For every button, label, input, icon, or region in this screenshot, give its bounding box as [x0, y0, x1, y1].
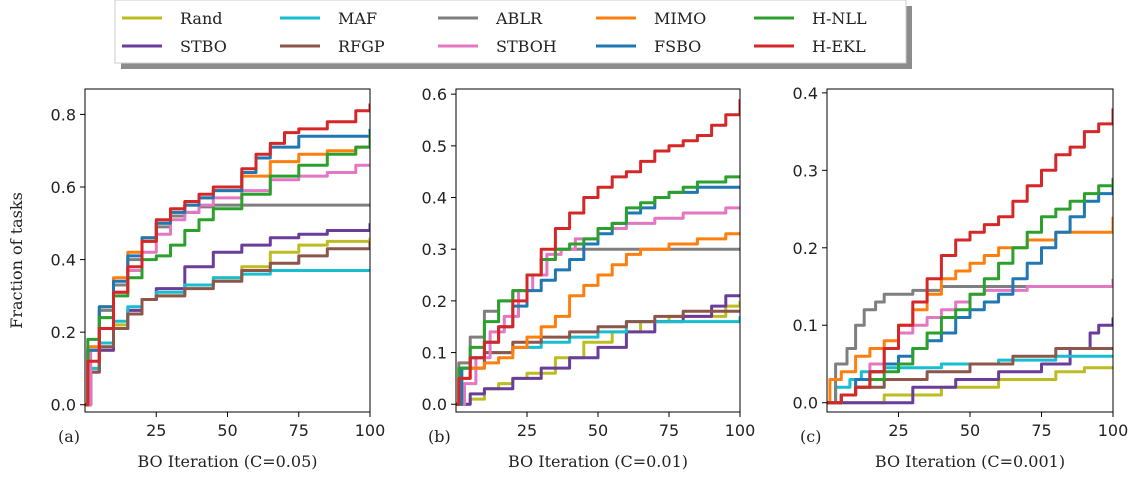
y-tick-label: 0.3 — [422, 240, 447, 259]
legend-item-stboh: STBOH — [438, 37, 557, 56]
legend-label: FSBO — [654, 37, 701, 56]
x-axis-label: BO Iteration (C=0.001) — [875, 452, 1065, 471]
y-tick-label: 0.4 — [422, 189, 447, 208]
legend-label: ABLR — [495, 9, 543, 28]
series-line-stbo — [827, 317, 1113, 405]
panel-tag: (b) — [428, 427, 451, 446]
legend-label: H-NLL — [812, 9, 867, 28]
x-tick-label: 75 — [289, 421, 309, 440]
x-tick-label: 75 — [1031, 421, 1051, 440]
series-line-stbo — [456, 294, 740, 406]
legend-label: STBOH — [496, 37, 557, 56]
legend-label: STBO — [180, 37, 227, 56]
y-tick-label: 0.1 — [422, 344, 447, 363]
legend-label: Rand — [180, 9, 223, 28]
y-axis-label: Fraction of tasks — [7, 192, 26, 329]
x-axis-label: BO Iteration (C=0.01) — [508, 452, 688, 471]
legend-label: H-EKL — [812, 37, 866, 56]
y-tick-label: 0.2 — [51, 323, 76, 342]
x-tick-label: 25 — [146, 421, 166, 440]
x-axis-label: BO Iteration (C=0.05) — [138, 452, 318, 471]
panel-c: 25 50 75 100 0.0 0.1 0.2 0.3 0.4 BO Iteration (C=… — [793, 84, 1129, 471]
legend-item-ablr: ABLR — [438, 9, 543, 28]
y-tick-label: 0.5 — [422, 137, 447, 156]
legend: Rand STBO MAF RFGP ABLR STBOH MIMO FSBO H-NLL H-E… — [114, 0, 912, 69]
legend-item-rfgp: RFGP — [280, 37, 385, 56]
y-tick-label: 0.8 — [51, 105, 76, 124]
x-tick-label: 25 — [888, 421, 908, 440]
series-lines — [85, 103, 370, 407]
panels: 25 50 75 100 0.0 0.2 0.4 0.6 0.8 BO Iteration (C=… — [7, 84, 1128, 471]
legend-box — [114, 0, 907, 64]
series-lines — [827, 108, 1113, 405]
legend-label: MIMO — [654, 9, 706, 28]
y-tick-label: 0.4 — [793, 84, 818, 103]
y-tick-label: 0.6 — [51, 178, 76, 197]
x-tick-label: 100 — [355, 421, 386, 440]
series-line-fsbo — [456, 185, 740, 406]
panel-tag: (a) — [58, 427, 80, 446]
legend-item-stbo: STBO — [122, 37, 227, 56]
legend-item-maf: MAF — [280, 9, 377, 28]
panel-a: 25 50 75 100 0.0 0.2 0.4 0.6 0.8 BO Iteration (C=… — [7, 88, 386, 471]
legend-item-fsbo: FSBO — [596, 37, 701, 56]
legend-item-rand: Rand — [122, 9, 223, 28]
x-tick-label: 100 — [725, 421, 756, 440]
series-line-h-ekl — [827, 108, 1113, 405]
y-tick-label: 0.3 — [793, 161, 818, 180]
x-tick-label: 75 — [659, 421, 679, 440]
series-line-ablr — [827, 285, 1113, 405]
legend-label: MAF — [338, 9, 377, 28]
x-tick-label: 50 — [217, 421, 237, 440]
x-tick-label: 50 — [588, 421, 608, 440]
series-line-rfgp — [85, 241, 370, 407]
legend-item-h-nll: H-NLL — [754, 9, 867, 28]
y-tick-label: 0.2 — [422, 292, 447, 311]
panel-b: 25 50 75 100 0.0 0.1 0.2 0.3 0.4 0.5 0.6 BO Iterati… — [422, 85, 756, 471]
series-line-h-nll — [456, 175, 740, 406]
series-line-h-ekl — [85, 103, 370, 407]
series-line-h-ekl — [456, 99, 740, 406]
legend-item-mimo: MIMO — [596, 9, 706, 28]
y-tick-label: 0.2 — [793, 239, 818, 258]
y-tick-label: 0.0 — [51, 396, 76, 415]
y-tick-label: 0.0 — [422, 395, 447, 414]
series-line-h-nll — [827, 178, 1113, 405]
y-tick-label: 0.0 — [793, 394, 818, 413]
x-tick-label: 50 — [960, 421, 980, 440]
legend-label: RFGP — [338, 37, 385, 56]
panel-tag: (c) — [800, 427, 821, 446]
series-line-stboh — [456, 206, 740, 406]
legend-item-h-ekl: H-EKL — [754, 37, 866, 56]
series-lines — [456, 99, 740, 406]
y-tick-label: 0.1 — [793, 316, 818, 335]
y-tick-label: 0.4 — [51, 251, 76, 270]
series-line-mimo — [456, 232, 740, 406]
legend-items: Rand STBO MAF RFGP ABLR STBOH MIMO FSBO H-NLL H-E… — [122, 9, 867, 56]
x-tick-label: 25 — [517, 421, 537, 440]
x-tick-label: 100 — [1098, 421, 1129, 440]
y-tick-label: 0.6 — [422, 85, 447, 104]
